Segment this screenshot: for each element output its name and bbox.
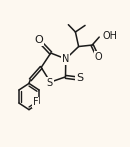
Text: O: O [34, 35, 43, 45]
Text: N: N [62, 54, 69, 64]
Text: F: F [33, 97, 38, 107]
Text: OH: OH [103, 31, 118, 41]
Text: S: S [76, 73, 83, 83]
Text: S: S [47, 78, 53, 88]
Text: O: O [94, 52, 102, 62]
